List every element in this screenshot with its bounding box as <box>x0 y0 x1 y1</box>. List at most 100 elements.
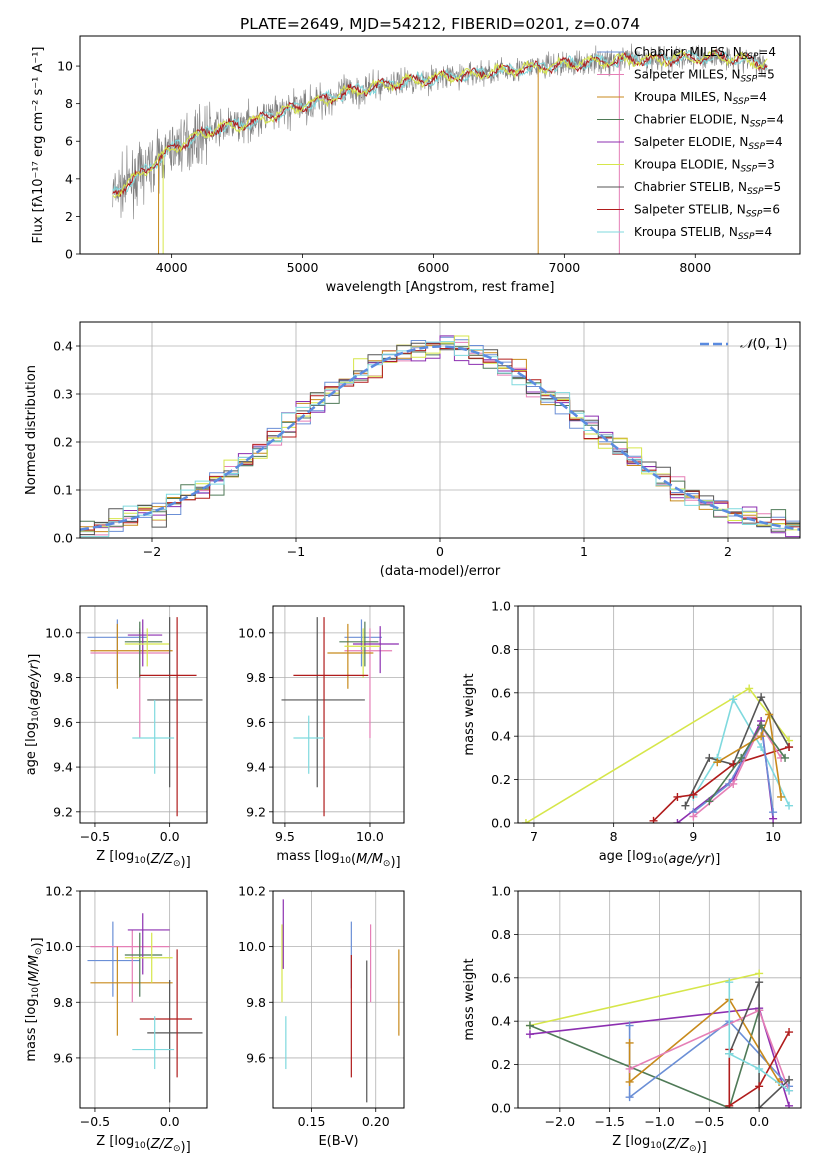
plot-area-massweight_vs_age <box>521 684 794 823</box>
legend-label: Chabrier STELIB, NSSP=5 <box>634 180 781 197</box>
x-axis-label: E(B-V) <box>318 1134 358 1149</box>
axes-frame <box>79 35 801 255</box>
y-tick-label: 9.6 <box>53 715 73 730</box>
mass-weight-marker <box>705 753 714 762</box>
legend-label: 𝒩(0, 1) <box>740 337 787 352</box>
x-tick-label: −1.5 <box>594 1114 624 1129</box>
mass-weight-marker <box>785 801 794 810</box>
x-axis-label: Z [log10(Z/Z⊙)] <box>96 1134 190 1155</box>
observed-spectrum <box>112 43 768 220</box>
axes-frame <box>517 605 802 824</box>
axes-frame <box>272 605 405 824</box>
panel-age_vs_Z: −0.5 0.0 9.2 9.4 9.6 9.8 10.0 Z [log10(Z/Z⊙)] ag… <box>24 605 208 870</box>
x-tick-label: −0.5 <box>80 829 110 844</box>
x-tick-label: −1 <box>287 544 305 559</box>
y-tick-label: 0.4 <box>491 1014 511 1029</box>
x-tick-label: 5000 <box>287 260 319 275</box>
mass-weight-marker <box>769 808 778 817</box>
mass-weight-marker <box>725 1101 734 1108</box>
mass-weight-marker <box>777 792 786 801</box>
errorbar-point <box>124 621 163 678</box>
y-tick-label: 0.2 <box>491 772 511 787</box>
x-tick-label: 10.0 <box>356 829 384 844</box>
mass-weight-marker <box>625 1093 634 1102</box>
mass-weight-marker <box>755 1104 764 1108</box>
y-tick-label: 0.4 <box>491 729 511 744</box>
y-tick-label: 10.0 <box>238 939 266 954</box>
mass-weight-marker <box>757 693 766 702</box>
y-axis-label: Normed distribution <box>24 365 39 495</box>
mass-weight-marker <box>625 1077 634 1086</box>
axes-frame <box>79 605 208 824</box>
errorbar-point <box>344 628 381 678</box>
x-tick-label: −2.0 <box>545 1114 575 1129</box>
x-tick-label: 7 <box>530 829 538 844</box>
mass-weight-marker <box>785 1075 794 1084</box>
errorbar-point <box>344 628 393 738</box>
mass-weight-marker <box>785 1028 794 1037</box>
y-tick-label: 0.4 <box>53 339 73 354</box>
y-tick-label: 9.8 <box>53 995 73 1010</box>
mass-weight-series <box>725 978 794 1108</box>
x-axis-label: Z [log10(Z/Z⊙)] <box>96 849 190 870</box>
y-tick-label: 0.0 <box>491 816 511 831</box>
y-tick-label: 1.0 <box>491 599 511 614</box>
y-tick-label: 9.8 <box>53 670 73 685</box>
x-tick-label: 0.15 <box>298 1114 326 1129</box>
mass-weight-marker <box>729 779 738 788</box>
mass-weight-marker <box>625 1064 634 1073</box>
errorbar-point <box>132 1016 175 1070</box>
mass-weight-marker <box>785 1086 794 1095</box>
errorbar-point <box>293 715 325 774</box>
figure-title: PLATE=2649, MJD=54212, FIBERID=0201, z=0… <box>240 15 640 33</box>
mass-weight-marker <box>755 969 764 978</box>
y-axis-label: mass weight <box>462 673 477 755</box>
y-tick-label: 0.1 <box>53 483 73 498</box>
errorbar-point <box>124 628 170 667</box>
panel-residuals: −2 −1 0 1 2 0.0 0.1 0.2 0.3 0.4 (data-model)/error… <box>24 321 801 579</box>
mass-weight-marker <box>625 1021 634 1030</box>
y-tick-label: 9.6 <box>53 1050 73 1065</box>
mass-weight-marker <box>625 1038 634 1047</box>
y-axis-label: mass weight <box>462 958 477 1040</box>
errorbar-point <box>127 619 163 667</box>
mass-weight-marker <box>755 1064 764 1073</box>
errorbar-point <box>139 949 193 1078</box>
legend-label: Kroupa STELIB, NSSP=4 <box>634 225 772 242</box>
panel-mass_vs_Z: −0.5 0.0 9.6 9.8 10.0 10.2 Z [log10(Z/Z⊙)] mass… <box>24 884 208 1155</box>
errorbar-point <box>127 913 170 975</box>
plot-area-age_vs_mass <box>281 617 399 817</box>
y-axis-label: Flux [fλ10⁻¹⁷ erg cm⁻² s⁻¹ A⁻¹] <box>31 47 46 244</box>
mass-weight-marker <box>725 978 734 987</box>
y-tick-label: 10.0 <box>45 625 73 640</box>
plot-area-age_vs_Z <box>87 617 203 817</box>
mass-weight-line <box>728 981 790 1108</box>
y-tick-label: 9.8 <box>246 670 266 685</box>
y-axis-label: mass [log10(M/M⊙)] <box>24 937 45 1061</box>
errorbar-point <box>147 617 203 788</box>
x-tick-label: 1 <box>580 544 588 559</box>
model-spectrum <box>112 49 768 199</box>
mass-weight-marker <box>765 710 774 719</box>
x-tick-label: −2 <box>143 544 161 559</box>
x-tick-label: 0 <box>436 544 444 559</box>
y-tick-label: 9.2 <box>53 804 73 819</box>
legend-label: Kroupa ELODIE, NSSP=3 <box>634 158 775 175</box>
mass-weight-marker <box>755 978 764 987</box>
x-tick-label: 8000 <box>679 260 711 275</box>
errorbar-point <box>293 617 369 817</box>
x-tick-label: −0.5 <box>694 1114 724 1129</box>
y-tick-label: 10.2 <box>238 884 266 899</box>
plot-area-mass_vs_Z <box>87 913 203 1103</box>
y-tick-label: 6 <box>65 134 73 149</box>
x-tick-label: 8 <box>610 829 618 844</box>
y-tick-label: 10.2 <box>45 884 73 899</box>
errorbar-point <box>87 921 140 997</box>
y-tick-label: 0.8 <box>491 642 511 657</box>
mass-weight-marker <box>755 1082 764 1091</box>
x-tick-label: 0.0 <box>160 1114 180 1129</box>
mass-weight-marker <box>737 753 746 762</box>
x-tick-label: 7000 <box>548 260 580 275</box>
y-tick-label: 0 <box>65 247 73 262</box>
